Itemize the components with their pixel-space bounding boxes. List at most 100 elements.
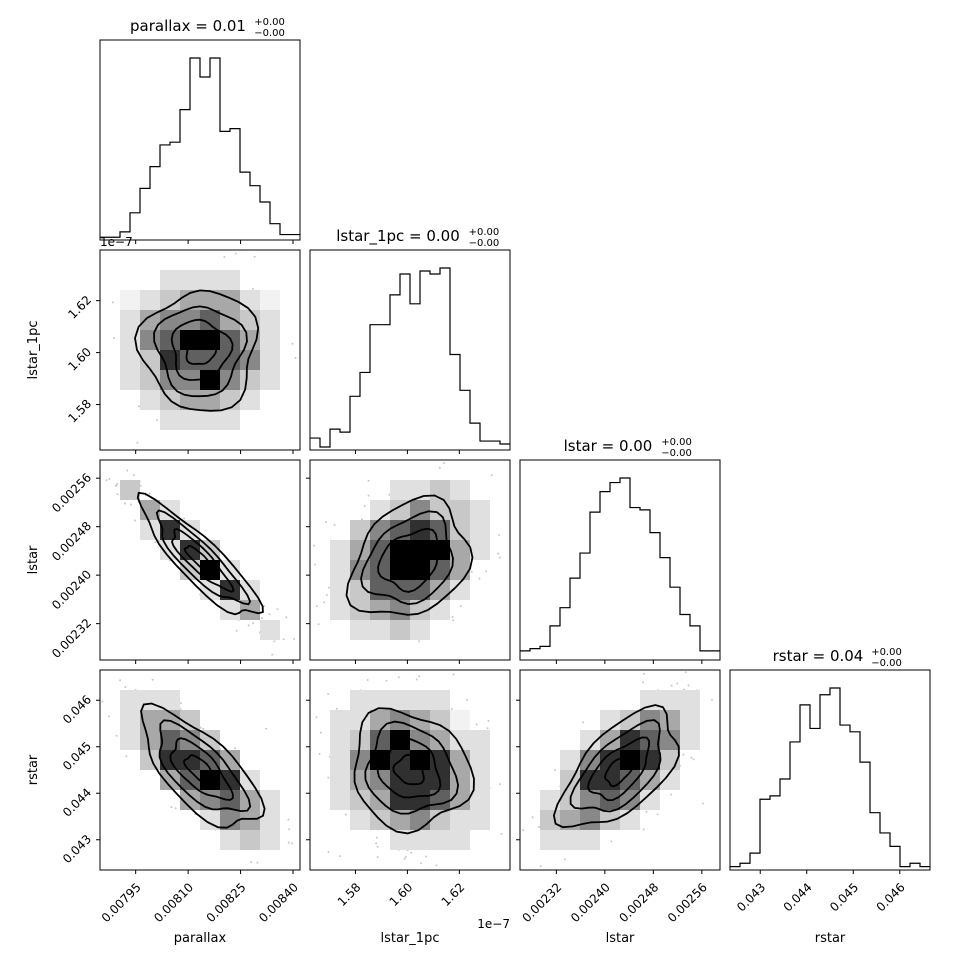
sample-point — [361, 518, 363, 521]
density-cell — [560, 750, 580, 770]
sample-point — [115, 734, 118, 737]
density-cell — [220, 270, 240, 290]
sample-point — [315, 716, 318, 719]
sample-point — [327, 693, 330, 695]
x-tick-label: 0.00825 — [204, 880, 249, 925]
sample-point — [108, 477, 111, 480]
sample-point — [388, 493, 391, 496]
x-tick-label: 1.62 — [439, 880, 468, 909]
panel-frame — [99, 249, 301, 451]
sample-point — [138, 405, 140, 408]
histogram-frame — [309, 249, 511, 451]
density-cell — [410, 560, 430, 580]
density-cell — [160, 410, 180, 430]
density-cell — [470, 770, 490, 790]
offset-label-y: 1e−7 — [100, 235, 133, 249]
sample-point — [397, 676, 400, 679]
sample-point — [497, 552, 500, 555]
density-cell — [120, 370, 140, 390]
title-superscript: +0.00 — [871, 647, 902, 658]
density-cell — [120, 690, 140, 710]
sample-point — [478, 577, 481, 580]
contour-line — [185, 332, 218, 365]
density-cell — [140, 310, 160, 330]
histogram-panel-lstar_1pc — [309, 249, 511, 451]
sample-point — [291, 342, 294, 345]
x-tick-label: 0.045 — [827, 880, 861, 914]
density-cell — [240, 580, 260, 600]
density-cell — [350, 690, 370, 710]
scatter-panel-parallax-vs-lstar — [99, 459, 301, 661]
density-cell — [430, 710, 450, 730]
density-cell — [600, 750, 620, 770]
sample-point — [202, 727, 205, 730]
density-cell — [220, 290, 240, 310]
density-cell — [260, 290, 280, 310]
y-tick-label: 1.60 — [65, 345, 94, 374]
density-cell — [220, 580, 240, 600]
panel-frame — [309, 669, 511, 871]
sample-point — [282, 638, 285, 641]
density-cell — [680, 730, 700, 750]
sample-point — [435, 864, 438, 867]
sample-point — [250, 861, 253, 864]
density-cell — [330, 770, 350, 790]
density-cell — [240, 370, 260, 390]
density-cell — [470, 750, 490, 770]
density-cell — [430, 730, 450, 750]
histogram-step-line — [100, 57, 300, 238]
sample-point — [465, 698, 468, 701]
density-cell — [180, 540, 200, 560]
sample-point — [271, 653, 274, 656]
density-cell — [220, 810, 240, 830]
sample-point — [116, 493, 119, 496]
sample-point — [642, 828, 645, 831]
contour-line — [170, 318, 234, 381]
density-cell — [350, 750, 370, 770]
sample-point — [452, 673, 455, 676]
sample-point — [451, 708, 453, 711]
density-cell — [430, 750, 450, 770]
sample-point — [174, 807, 177, 810]
density-cell — [120, 350, 140, 370]
panel-frame — [519, 669, 721, 871]
sample-point — [136, 441, 139, 444]
title-subscript: −0.00 — [254, 28, 285, 39]
density-cell — [350, 580, 370, 600]
density-cell — [350, 770, 370, 790]
density-cell — [200, 410, 220, 430]
density-cell — [330, 710, 350, 730]
sample-point — [690, 756, 693, 759]
sample-point — [151, 678, 154, 681]
sample-point — [451, 616, 454, 618]
density-cell — [260, 350, 280, 370]
density-cell — [160, 690, 180, 710]
density-cell — [220, 770, 240, 790]
density-cell — [580, 810, 600, 830]
density-cell — [430, 480, 450, 500]
y-axis-label-lstar_1pc: lstar_1pc — [26, 321, 41, 380]
sample-point — [101, 700, 104, 703]
x-tick-label: 1.60 — [387, 880, 416, 909]
sample-point — [116, 482, 119, 485]
contour-line — [183, 544, 218, 578]
x-axis-label-parallax: parallax — [174, 931, 227, 946]
density-cell — [140, 730, 160, 750]
sample-point — [531, 816, 534, 819]
sample-point — [323, 601, 326, 604]
density-cell — [560, 830, 580, 850]
density-cell — [450, 580, 470, 600]
sample-point — [325, 521, 327, 524]
density-cell — [260, 790, 280, 810]
scatter-panel-parallax-vs-lstar_1pc — [99, 249, 301, 451]
contour-line — [345, 494, 474, 616]
sample-point — [124, 502, 126, 505]
scatter-panel-parallax-vs-rstar — [99, 669, 301, 871]
sample-point — [425, 855, 427, 858]
sample-point — [111, 301, 114, 304]
density-cell — [470, 730, 490, 750]
density-cell — [240, 350, 260, 370]
density-cell — [330, 790, 350, 810]
density-cell — [640, 790, 660, 810]
density-cell — [410, 540, 430, 560]
